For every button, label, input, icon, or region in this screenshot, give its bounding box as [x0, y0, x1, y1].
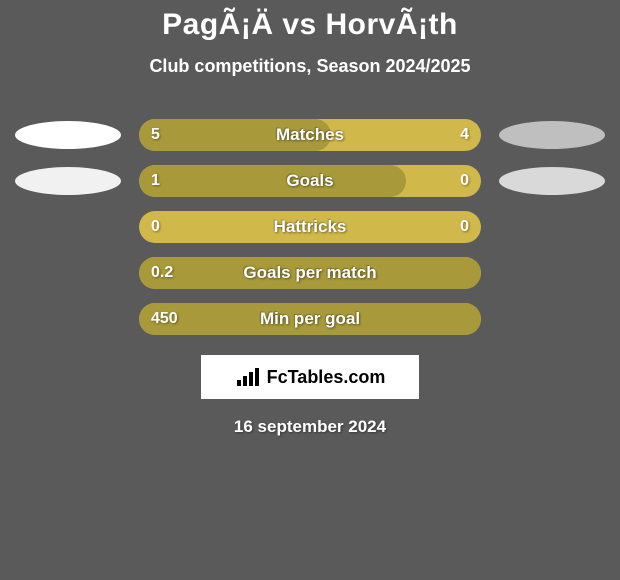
stat-bar: 00Hattricks	[139, 211, 481, 243]
bar-fill	[139, 257, 481, 289]
stat-row: 450Min per goal	[0, 303, 620, 335]
stat-bar: 10Goals	[139, 165, 481, 197]
bar-fill	[139, 165, 406, 197]
avatar-right	[499, 167, 605, 195]
logo-box[interactable]: FcTables.com	[201, 355, 419, 399]
bar-background	[139, 211, 481, 243]
page-title: PagÃ¡Ä vs HorvÃ¡th	[0, 8, 620, 42]
page-subtitle: Club competitions, Season 2024/2025	[0, 56, 620, 77]
stat-row: 00Hattricks	[0, 211, 620, 243]
stat-bar: 0.2Goals per match	[139, 257, 481, 289]
logo-text: FcTables.com	[267, 367, 386, 388]
stat-row: 54Matches	[0, 119, 620, 151]
avatar-left	[15, 121, 121, 149]
bar-fill	[139, 303, 481, 335]
stats-list: 54Matches 10Goals 00Hattricks 0.2Goals per …	[0, 119, 620, 335]
stat-bar: 450Min per goal	[139, 303, 481, 335]
bars-icon	[235, 366, 263, 388]
stat-row: 10Goals	[0, 165, 620, 197]
stat-bar: 54Matches	[139, 119, 481, 151]
date-text: 16 september 2024	[0, 417, 620, 437]
comparison-card: PagÃ¡Ä vs HorvÃ¡th Club competitions, Se…	[0, 0, 620, 437]
stat-row: 0.2Goals per match	[0, 257, 620, 289]
bar-fill	[139, 119, 331, 151]
avatar-right	[499, 121, 605, 149]
avatar-left	[15, 167, 121, 195]
